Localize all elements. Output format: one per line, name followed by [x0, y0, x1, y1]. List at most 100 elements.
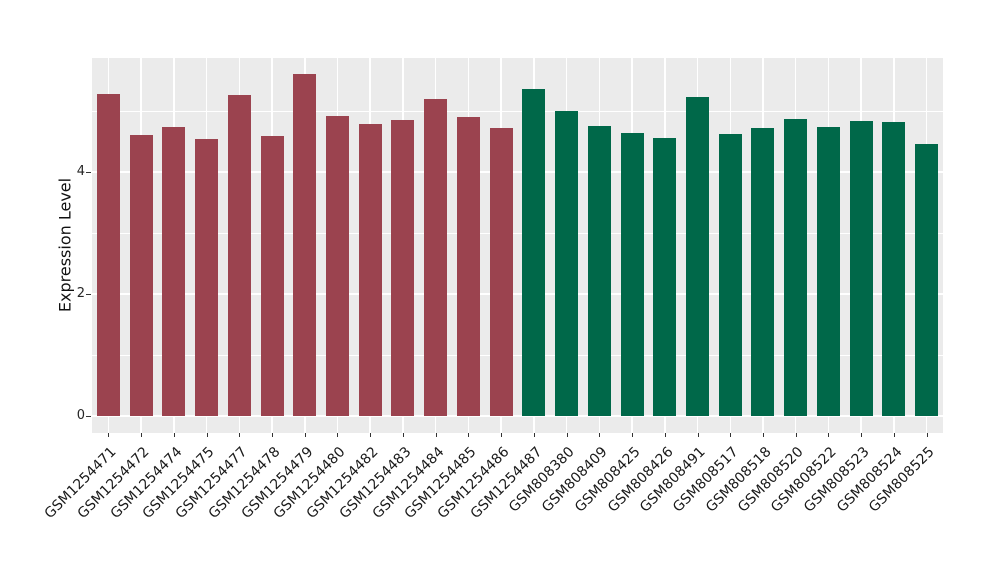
x-tick-label-text: GSM808517 [669, 444, 742, 516]
x-tick-label-text: GSM808491 [637, 444, 709, 516]
x-tick-label: GSM1254482 [0, 441, 382, 522]
x-tick-mark [632, 433, 634, 437]
x-tick-label-text: GSM1254485 [401, 444, 480, 522]
x-tick-label-text: GSM1254483 [336, 444, 415, 522]
x-tick-mark [337, 433, 339, 437]
x-tick-label-text: GSM1254480 [270, 444, 349, 522]
bar [816, 126, 840, 416]
x-tick-label-text: GSM1254474 [107, 444, 186, 522]
x-tick-label: GSM808425 [0, 441, 644, 516]
bar [391, 119, 415, 416]
bar [555, 110, 579, 416]
x-tick-label: GSM808522 [0, 441, 840, 516]
x-tick-label: GSM1254477 [0, 441, 251, 522]
x-tick-mark [206, 433, 208, 437]
x-tick-label-text: GSM1254487 [467, 444, 546, 522]
x-tick-mark [926, 433, 928, 437]
x-tick-label: GSM808517 [0, 441, 742, 516]
x-tick-mark [861, 433, 863, 437]
x-tick-label-text: GSM808523 [800, 444, 873, 516]
bar [424, 99, 448, 416]
gridline-minor [92, 110, 943, 112]
x-tick-mark [893, 433, 895, 437]
x-tick-label-text: GSM808425 [571, 444, 644, 516]
x-tick-label-text: GSM808525 [866, 444, 938, 516]
x-tick-mark [370, 433, 372, 437]
gridline-major [92, 171, 943, 174]
bar [620, 132, 644, 416]
bar [129, 134, 153, 416]
x-tick-label: GSM808491 [0, 441, 709, 516]
x-tick-label: GSM808525 [0, 441, 938, 516]
x-tick-label-text: GSM808380 [506, 444, 578, 516]
x-tick-mark [108, 433, 110, 437]
x-tick-label: GSM1254475 [0, 441, 218, 522]
x-tick-mark [402, 433, 404, 437]
x-tick-label: GSM808380 [0, 441, 578, 516]
bar [358, 124, 382, 416]
x-tick-label-text: GSM808518 [702, 444, 775, 516]
x-tick-label: GSM808426 [0, 441, 676, 516]
bar [751, 127, 775, 416]
x-tick-label-text: GSM1254471 [41, 444, 120, 522]
x-tick-mark [762, 433, 764, 437]
bar [587, 125, 611, 416]
gridline-minor [92, 232, 943, 234]
x-tick-mark [795, 433, 797, 437]
x-tick-mark [828, 433, 830, 437]
x-tick-label-text: GSM1254475 [139, 444, 218, 522]
x-tick-mark [533, 433, 535, 437]
y-tick-label: 2 [76, 286, 85, 302]
x-tick-label: GSM808524 [0, 441, 906, 516]
x-tick-mark [239, 433, 241, 437]
x-tick-mark [173, 433, 175, 437]
x-tick-label-text: GSM1254486 [434, 444, 513, 522]
bar [260, 136, 284, 416]
x-tick-label-text: GSM1254472 [74, 444, 153, 522]
y-tick-mark [86, 415, 91, 417]
x-tick-label-text: GSM808409 [539, 444, 611, 516]
x-tick-label: GSM1254471 [0, 441, 120, 522]
plot-panel [92, 58, 943, 433]
x-tick-label-text: GSM1254479 [238, 444, 317, 522]
x-tick-label: GSM808518 [0, 441, 775, 516]
x-tick-mark [304, 433, 306, 437]
bar [489, 127, 513, 416]
x-tick-label-text: GSM808522 [768, 444, 840, 516]
bar [784, 118, 808, 416]
x-tick-label-text: GSM808524 [833, 444, 906, 516]
bar [325, 115, 349, 416]
bar [227, 94, 251, 416]
x-tick-label: GSM808523 [0, 441, 873, 516]
y-tick-label: 4 [76, 164, 85, 180]
y-tick-mark [86, 293, 91, 295]
bar [653, 137, 677, 416]
bar [293, 74, 317, 416]
x-tick-label-text: GSM808426 [604, 444, 677, 516]
x-tick-label-text: GSM1254477 [172, 444, 251, 522]
x-tick-mark [599, 433, 601, 437]
x-tick-mark [141, 433, 143, 437]
gridline-major [92, 293, 943, 296]
bar [522, 88, 546, 416]
bar [718, 133, 742, 416]
bar [96, 94, 120, 416]
x-tick-label-text: GSM1254484 [369, 444, 447, 522]
bar [882, 121, 906, 416]
y-tick-mark [86, 171, 91, 173]
bar [195, 138, 219, 416]
x-tick-label: GSM1254483 [0, 441, 414, 522]
x-tick-label: GSM1254472 [0, 441, 153, 522]
x-tick-mark [272, 433, 274, 437]
x-tick-label: GSM1254485 [0, 441, 480, 522]
bar [915, 144, 939, 416]
bar [456, 116, 480, 416]
x-tick-label-text: GSM808520 [735, 444, 808, 516]
x-tick-label: GSM808520 [0, 441, 807, 516]
x-tick-label-text: GSM1254478 [205, 444, 284, 522]
y-tick-label: 0 [76, 408, 85, 423]
x-tick-label: GSM1254474 [0, 441, 185, 522]
gridline-minor [92, 354, 943, 356]
x-tick-label: GSM1254487 [0, 441, 545, 522]
